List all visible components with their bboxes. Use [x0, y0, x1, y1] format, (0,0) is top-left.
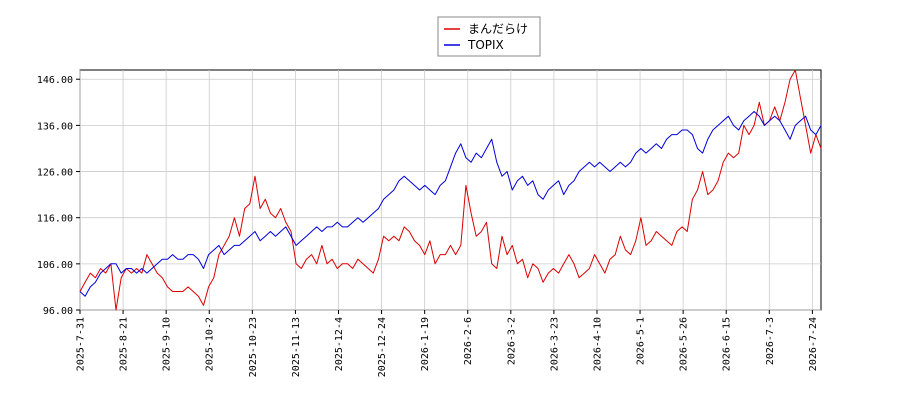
x-tick-label: 2026-7-24: [808, 317, 819, 371]
x-tick-label: 2025-8-21: [119, 317, 130, 371]
y-tick-label: 136.00: [37, 121, 73, 132]
legend-label-topix: TOPIX: [467, 38, 504, 52]
x-tick-label: 2026-1-19: [420, 317, 431, 371]
x-tick-label: 2026-7-3: [765, 317, 776, 365]
legend-box: [437, 16, 541, 57]
series-line-0: [79, 69, 822, 311]
x-tick-label: 2026-6-15: [722, 317, 733, 371]
x-tick-label: 2025-12-24: [377, 317, 388, 377]
x-tick-label: 2026-4-10: [592, 317, 603, 371]
x-tick-label: 2026-3-23: [549, 317, 560, 371]
x-tick-label: 2026-5-1: [636, 317, 647, 365]
series-lines: [79, 69, 822, 311]
x-axis-ticks: 2025-7-31 2025-8-21 2025-9-10 2025-10-2 2025…: [76, 310, 819, 377]
x-tick-label: 2026-5-26: [679, 317, 690, 371]
legend-label-mandarake: まんだらけ: [468, 22, 528, 36]
x-tick-label: 2026-2-6: [463, 317, 474, 365]
y-tick-label: 146.00: [37, 75, 73, 86]
x-tick-label: 2025-12-4: [334, 317, 345, 371]
plot-area: [79, 69, 822, 311]
x-tick-label: 2025-10-2: [205, 317, 216, 371]
grid-lines: [79, 70, 821, 311]
x-tick-label: 2025-11-13: [291, 317, 302, 377]
y-tick-label: 126.00: [37, 168, 73, 179]
y-axis-ticks: 96.00 106.00 116.00 126.00 136.00 146.00: [37, 75, 80, 317]
x-tick-label: 2025-10-23: [248, 317, 259, 377]
series-line-1: [79, 111, 822, 297]
x-tick-label: 2025-7-31: [76, 317, 87, 371]
y-tick-label: 116.00: [37, 214, 73, 225]
legend: まんだらけ TOPIX: [437, 16, 541, 57]
x-tick-label: 2026-3-2: [506, 317, 517, 365]
y-tick-label: 106.00: [37, 260, 73, 271]
y-tick-label: 96.00: [43, 306, 73, 317]
x-tick-label: 2025-9-10: [162, 317, 173, 371]
